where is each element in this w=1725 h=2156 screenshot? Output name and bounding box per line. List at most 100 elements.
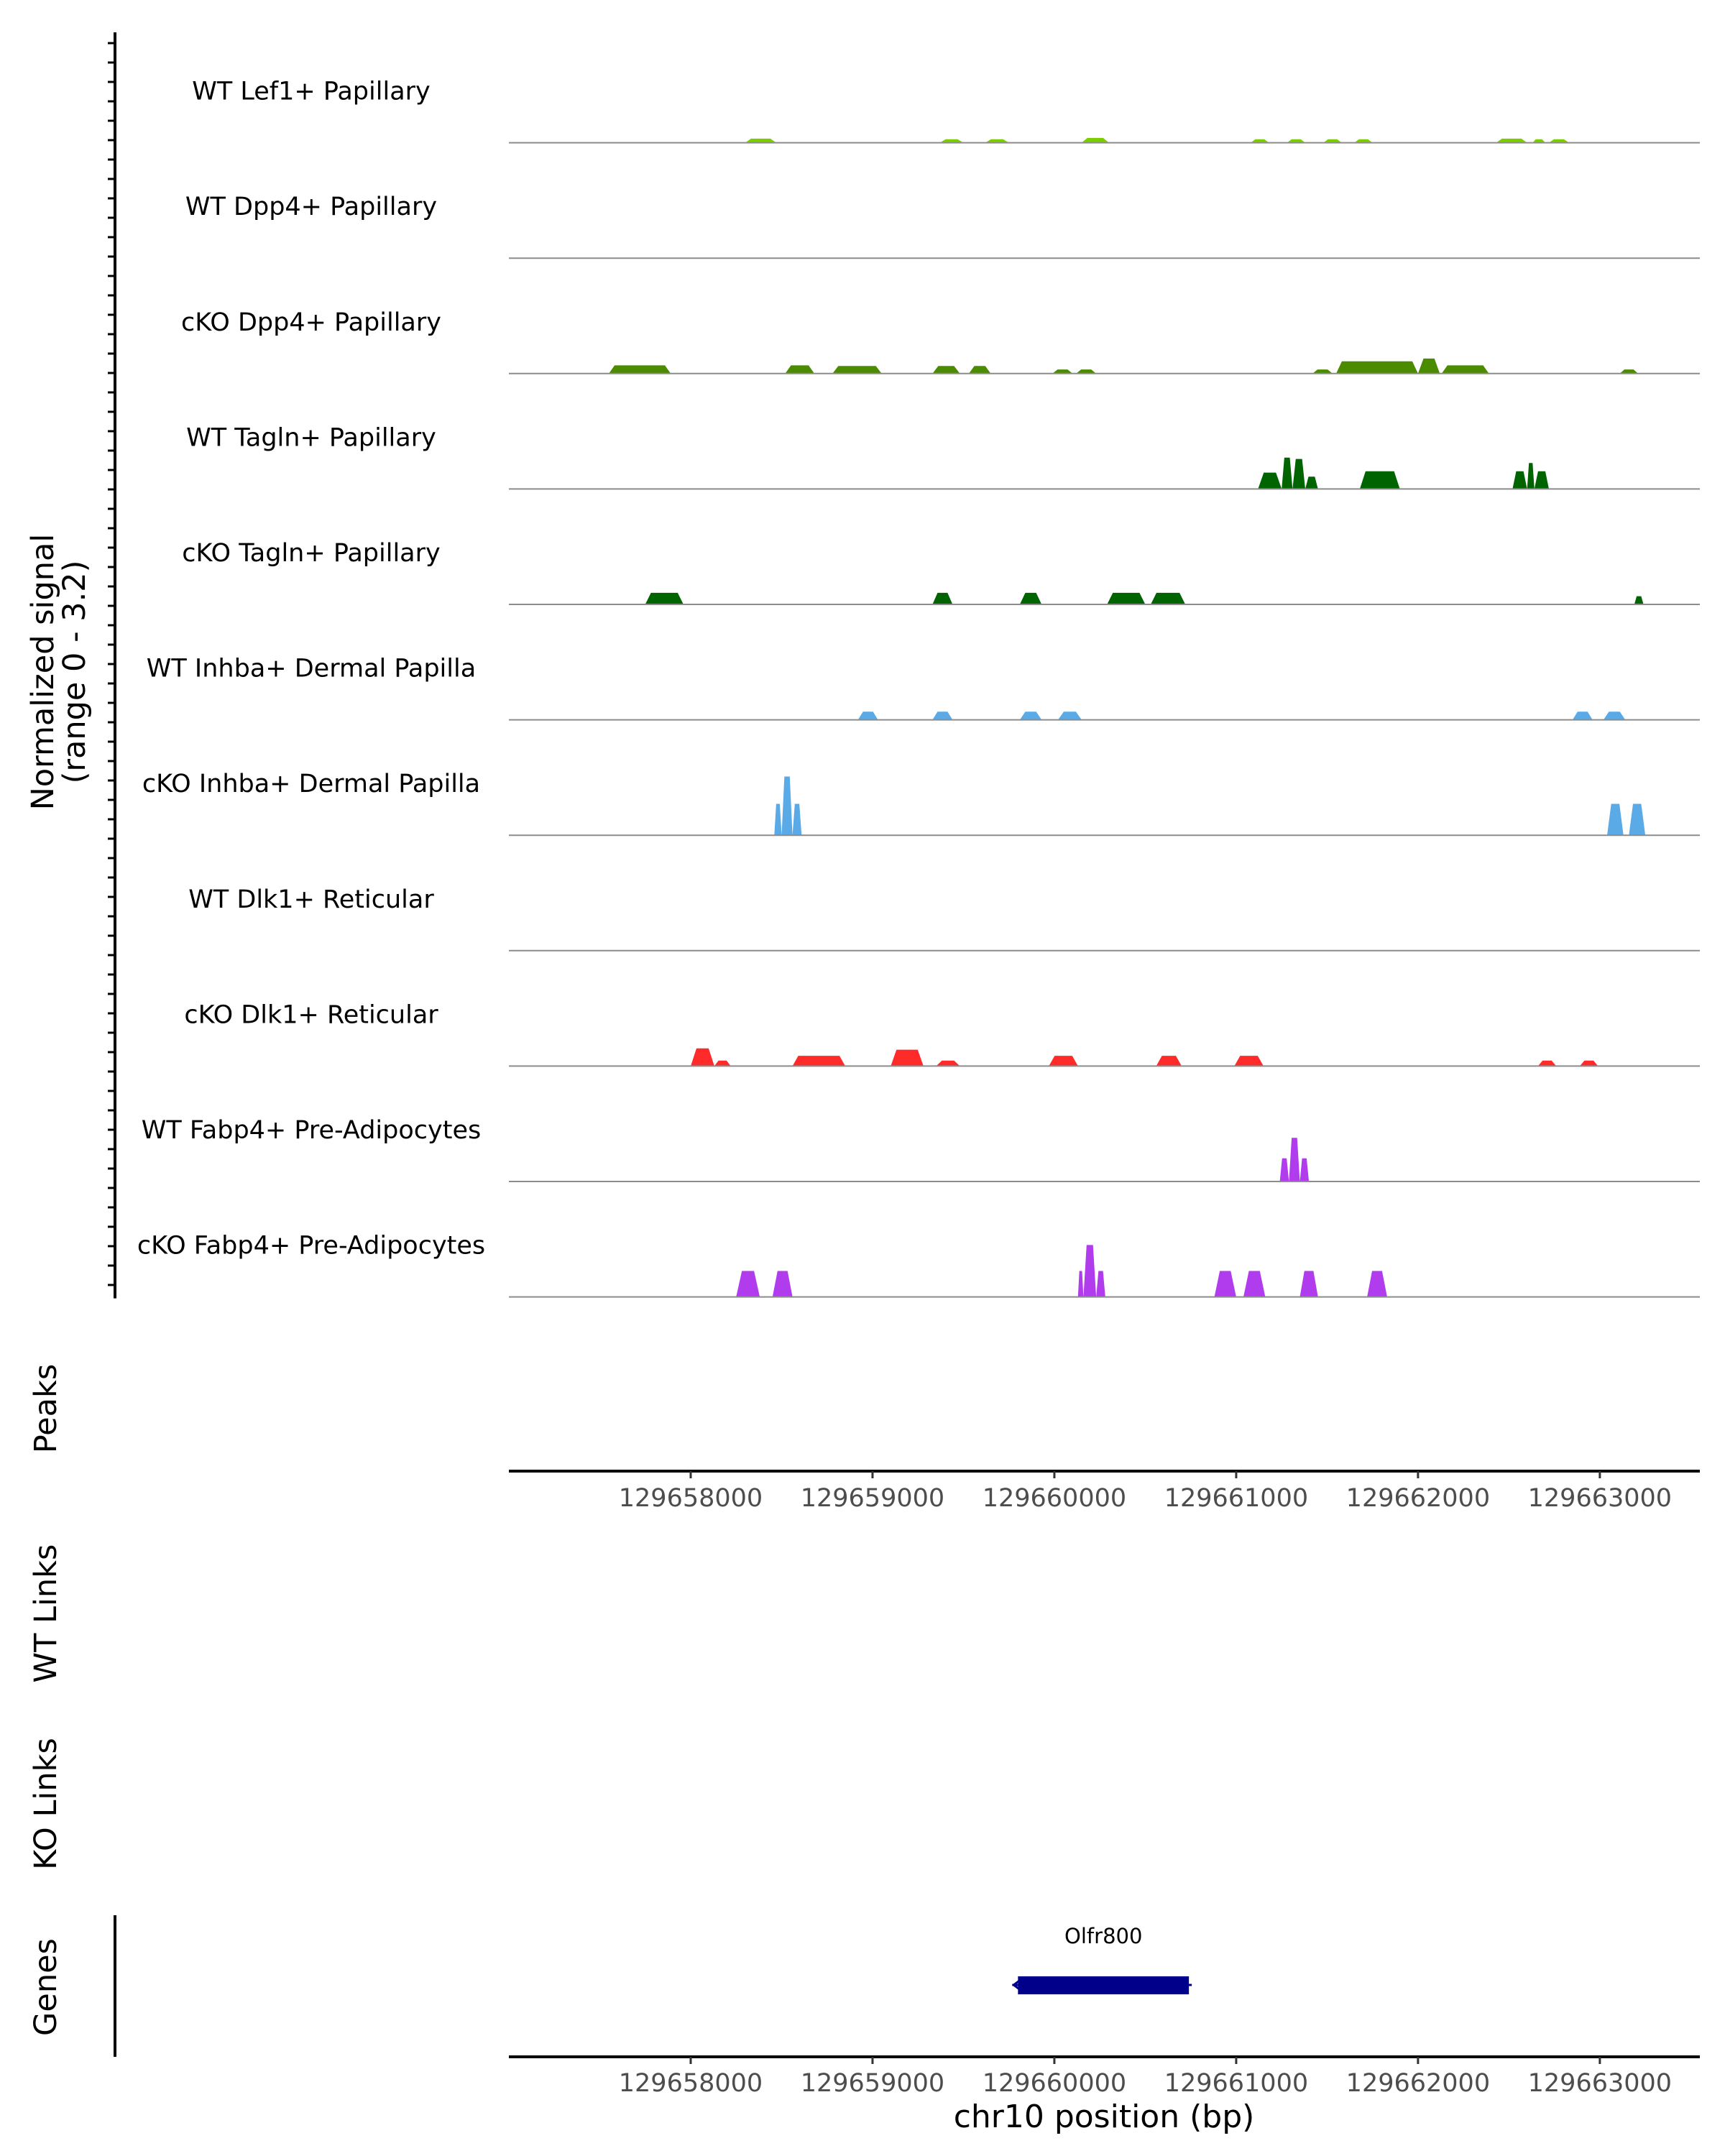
signal-peak-cko-dpp4-papillary-6 — [1076, 369, 1097, 374]
signal-peak-wt-inhba-dermal-papilla-4 — [1572, 711, 1593, 720]
signal-peak-wt-tagln-papillary-0 — [1258, 472, 1282, 489]
track-label-cko-dlk1-reticular: cKO Dlk1+ Reticular — [184, 1000, 438, 1029]
track-wt-dlk1-reticular: WT Dlk1+ Reticular — [188, 885, 1700, 952]
x-axis-ticks-bottom: 129658000 129659000 129660000 129661000 1296… — [619, 2057, 1672, 2098]
signal-ylabel-line1: Normalized signal — [25, 534, 61, 811]
signal-peak-cko-tagln-papillary-0 — [645, 592, 684, 604]
signal-peak-cko-dlk1-reticular-2 — [792, 1056, 845, 1067]
signal-peak-wt-lef1-papillary-3 — [1081, 137, 1109, 143]
signal-peak-wt-lef1-papillary-0 — [745, 138, 776, 143]
signal-peak-wt-tagln-papillary-3 — [1305, 476, 1318, 489]
signal-peak-wt-tagln-papillary-1 — [1282, 457, 1293, 489]
signal-peak-wt-fabp4-pre-adipocytes-1 — [1289, 1138, 1300, 1181]
signal-peak-cko-dpp4-papillary-5 — [1052, 369, 1073, 374]
genes-track-label: Genes — [28, 1938, 64, 2036]
gene-annotations: Olfr800 — [1011, 1924, 1192, 1994]
track-label-cko-fabp4-pre-adipocytes: cKO Fabp4+ Pre-Adipocytes — [137, 1232, 485, 1261]
track-label-wt-lef1-papillary: WT Lef1+ Papillary — [192, 78, 431, 106]
signal-peak-cko-fabp4-pre-adipocytes-3 — [1083, 1245, 1097, 1297]
signal-peak-cko-dpp4-papillary-4 — [969, 366, 991, 374]
signal-peak-cko-dpp4-papillary-2 — [832, 366, 882, 374]
signal-peak-cko-tagln-papillary-2 — [1019, 592, 1042, 604]
signal-peak-cko-fabp4-pre-adipocytes-5 — [1214, 1271, 1236, 1297]
track-wt-dpp4-papillary: WT Dpp4+ Papillary — [185, 193, 1700, 259]
signal-peak-wt-lef1-papillary-7 — [1354, 139, 1373, 143]
x-tick-label: 129663000 — [1528, 1484, 1672, 1513]
track-label-cko-tagln-papillary: cKO Tagln+ Papillary — [182, 539, 441, 568]
track-wt-fabp4-pre-adipocytes: WT Fabp4+ Pre-Adipocytes — [142, 1116, 1700, 1182]
signal-peak-wt-lef1-papillary-9 — [1532, 139, 1545, 143]
signal-peak-cko-dlk1-reticular-1 — [714, 1060, 731, 1067]
signal-peak-cko-inhba-dermal-papilla-0 — [774, 803, 782, 836]
track-label-cko-dpp4-papillary: cKO Dpp4+ Papillary — [181, 308, 441, 337]
signal-peak-wt-tagln-papillary-7 — [1534, 471, 1549, 489]
signal-peak-cko-fabp4-pre-adipocytes-1 — [772, 1271, 793, 1297]
signal-peak-wt-inhba-dermal-papilla-3 — [1058, 711, 1082, 720]
signal-peak-cko-tagln-papillary-4 — [1151, 592, 1186, 604]
coverage-tracks: WT Lef1+ Papillary WT Dpp4+ Papillary cKO … — [137, 78, 1700, 1298]
signal-peak-cko-fabp4-pre-adipocytes-7 — [1300, 1271, 1318, 1297]
signal-peak-wt-fabp4-pre-adipocytes-2 — [1300, 1158, 1310, 1181]
signal-peak-wt-inhba-dermal-papilla-5 — [1603, 711, 1626, 720]
signal-peak-cko-fabp4-pre-adipocytes-6 — [1243, 1271, 1266, 1297]
signal-peak-cko-fabp4-pre-adipocytes-4 — [1096, 1271, 1105, 1297]
track-wt-inhba-dermal-papilla: WT Inhba+ Dermal Papilla — [147, 655, 1700, 721]
signal-peak-wt-lef1-papillary-5 — [1287, 139, 1305, 143]
signal-peak-wt-inhba-dermal-papilla-1 — [932, 711, 953, 720]
wt-links-track-label: WT Links — [28, 1544, 64, 1683]
x-tick-label: 129658000 — [619, 2069, 763, 2098]
x-tick-label: 129660000 — [983, 1484, 1126, 1513]
signal-peak-wt-lef1-papillary-10 — [1549, 139, 1569, 143]
signal-peak-cko-inhba-dermal-papilla-2 — [792, 803, 802, 836]
peaks-track-label: Peaks — [28, 1364, 64, 1454]
x-tick-label: 129658000 — [619, 1484, 763, 1513]
signal-peak-cko-dpp4-papillary-11 — [1619, 369, 1638, 374]
x-tick-label: 129659000 — [801, 1484, 944, 1513]
signal-peak-cko-tagln-papillary-1 — [932, 592, 953, 604]
signal-peak-wt-lef1-papillary-2 — [985, 139, 1009, 143]
signal-peak-cko-dpp4-papillary-1 — [785, 365, 814, 374]
x-tick-label: 129661000 — [1164, 2069, 1308, 2098]
signal-y-axis — [108, 32, 116, 1299]
signal-peak-wt-lef1-papillary-6 — [1323, 139, 1342, 143]
track-label-wt-fabp4-pre-adipocytes: WT Fabp4+ Pre-Adipocytes — [142, 1116, 481, 1145]
signal-peak-cko-inhba-dermal-papilla-3 — [1607, 803, 1624, 836]
signal-peak-cko-dpp4-papillary-10 — [1441, 365, 1489, 374]
signal-peak-wt-lef1-papillary-1 — [939, 139, 964, 143]
signal-peak-cko-tagln-papillary-5 — [1634, 596, 1644, 604]
x-axis-ticks-top: 129658000 129659000 129660000 129661000 1296… — [619, 1471, 1672, 1513]
signal-peak-cko-dlk1-reticular-6 — [1156, 1056, 1182, 1067]
signal-peak-cko-dlk1-reticular-9 — [1580, 1060, 1598, 1067]
signal-peak-cko-fabp4-pre-adipocytes-2 — [1077, 1271, 1084, 1297]
x-tick-label: 129661000 — [1164, 1484, 1308, 1513]
track-cko-inhba-dermal-papilla: cKO Inhba+ Dermal Papilla — [142, 770, 1700, 837]
signal-peak-cko-dlk1-reticular-4 — [936, 1060, 960, 1067]
signal-peak-cko-dpp4-papillary-3 — [932, 366, 960, 374]
track-cko-dlk1-reticular: cKO Dlk1+ Reticular — [184, 1000, 1700, 1067]
track-label-wt-inhba-dermal-papilla: WT Inhba+ Dermal Papilla — [147, 655, 476, 683]
signal-peak-cko-dlk1-reticular-8 — [1537, 1060, 1557, 1067]
x-axis-title: chr10 position (bp) — [954, 2099, 1255, 2135]
signal-peak-cko-dlk1-reticular-3 — [891, 1049, 924, 1067]
gene-label-olfr800: Olfr800 — [1064, 1924, 1142, 1948]
signal-peak-wt-inhba-dermal-papilla-2 — [1019, 711, 1042, 720]
track-cko-tagln-papillary: cKO Tagln+ Papillary — [182, 539, 1700, 605]
signal-peak-cko-inhba-dermal-papilla-4 — [1629, 803, 1646, 836]
signal-peak-wt-inhba-dermal-papilla-0 — [857, 711, 878, 720]
signal-peak-cko-dlk1-reticular-7 — [1234, 1056, 1264, 1067]
track-cko-fabp4-pre-adipocytes: cKO Fabp4+ Pre-Adipocytes — [137, 1232, 1700, 1298]
signal-peak-cko-dlk1-reticular-5 — [1049, 1056, 1078, 1067]
signal-peak-cko-tagln-papillary-3 — [1107, 592, 1146, 604]
signal-peak-wt-tagln-papillary-6 — [1527, 463, 1535, 489]
signal-peak-cko-fabp4-pre-adipocytes-0 — [736, 1271, 760, 1297]
signal-peak-cko-dpp4-papillary-7 — [1312, 369, 1333, 374]
track-cko-dpp4-papillary: cKO Dpp4+ Papillary — [181, 308, 1700, 374]
x-tick-label: 129659000 — [801, 2069, 944, 2098]
x-tick-label: 129663000 — [1528, 2069, 1672, 2098]
track-label-wt-dlk1-reticular: WT Dlk1+ Reticular — [188, 885, 434, 914]
signal-peak-cko-dpp4-papillary-9 — [1417, 358, 1440, 374]
signal-peak-cko-fabp4-pre-adipocytes-8 — [1367, 1271, 1387, 1297]
signal-peak-cko-dpp4-papillary-0 — [609, 365, 671, 374]
signal-peak-wt-tagln-papillary-4 — [1359, 471, 1400, 489]
